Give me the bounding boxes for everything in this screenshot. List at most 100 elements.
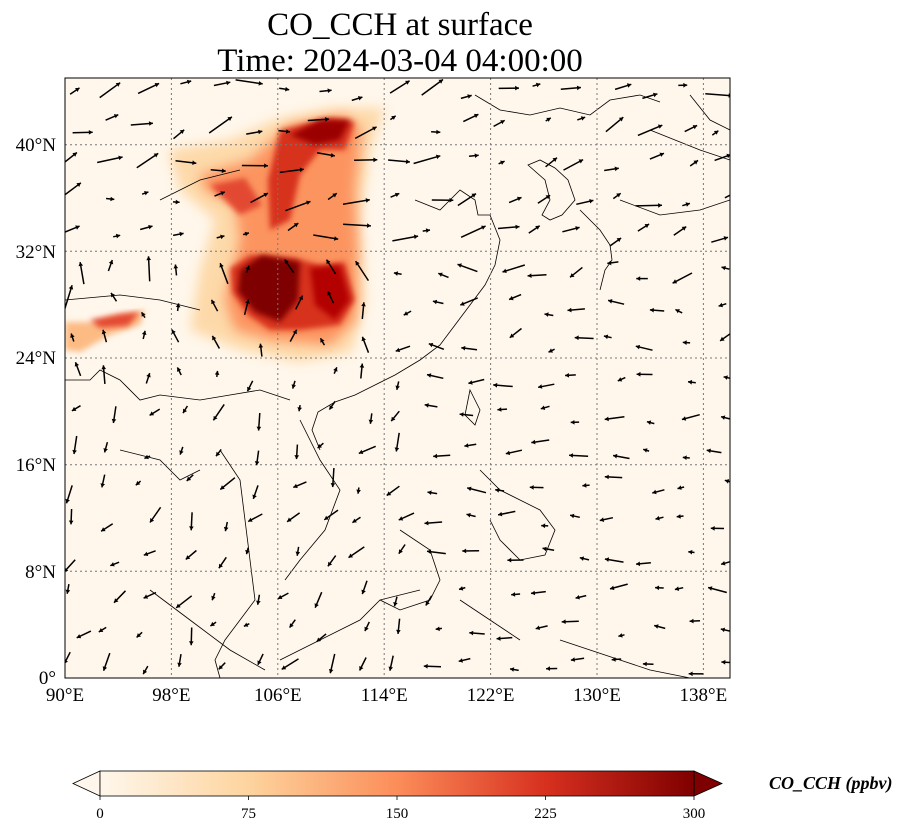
wind-arrow-head [493,382,498,388]
wind-arrow-head [329,405,334,410]
wind-arrow-head [74,362,79,367]
wind-arrow-head [213,415,218,421]
wind-arrow-head [327,561,333,567]
wind-arrow-head [721,659,726,665]
wind-arrow-head [391,416,396,422]
wind-arrow-head [177,367,182,372]
wind-arrow-head [186,476,192,481]
wind-arrow-head [101,329,107,335]
wind-arrow-head [546,117,551,122]
wind-arrow-head [578,159,584,164]
wind-arrow-head [604,474,609,480]
wind-arrow-head [177,662,182,667]
wind-arrow-head [614,166,619,172]
wind-arrow-head [405,159,410,164]
wind-arrow-head [68,285,74,290]
wind-arrow-head [616,238,622,243]
wind-arrow-head [306,200,311,205]
wind-arrow-head [298,295,303,301]
wind-arrow-head [682,340,687,345]
wind-arrow-head [474,113,479,119]
colorbar-tick-label: 300 [683,806,706,822]
wind-arrow-head [674,586,680,591]
wind-arrow-head [183,408,187,414]
wind-arrow-head [227,116,232,121]
wind-arrow-head [146,373,151,378]
wind-arrow-head [731,192,736,196]
colorbar-tick-label: 225 [534,806,557,822]
y-axis-ticks: 0° 8°N 16°N 24°N 32°N 40°N [16,135,57,689]
wind-arrow-head [135,480,141,486]
map-title-line1: CO_CCH at surface [267,7,533,43]
y-tick-label: 32°N [16,242,57,263]
wind-arrow-head [658,203,662,208]
wind-arrow-head [328,669,334,674]
wind-arrow-head [438,272,443,277]
wind-arrow [343,223,371,227]
wind-arrow-head [245,299,250,304]
gridlines [65,78,730,678]
wind-arrow-head [393,271,399,276]
wind-arrow-head [216,451,221,457]
wind-arrow-head [616,193,621,198]
wind-arrow-head [256,426,262,431]
wind-arrow [354,260,370,282]
wind-arrow-head [144,454,149,460]
wind-arrow-head [570,273,575,278]
wind-arrow-head [226,80,231,86]
wind-arrow-head [115,82,121,87]
wind-arrow-head [683,82,688,88]
wind-arrow-head [88,130,93,135]
wind-arrow-head [569,453,573,458]
wind-arrow-head [405,80,410,85]
wind-arrow-head [424,520,429,526]
wind-arrow-head [359,666,364,671]
wind-arrow-head [497,407,502,412]
wind-arrow-head [653,92,658,98]
wind-arrow-head [285,86,290,92]
wind-arrow-head [299,167,304,173]
wind-arrow-head [394,192,400,198]
wind-arrow-head [545,195,551,200]
wind-arrow-head [263,192,268,197]
wind-arrow-head [327,291,332,296]
wind-arrow-head [103,448,108,453]
wind-arrow-head [388,666,393,671]
wind-arrow-head [98,628,104,632]
wind-arrow-head [413,234,419,240]
wind-arrow-head [544,312,549,317]
wind-arrow-head [220,485,225,490]
wind-arrow-head [688,549,693,555]
wind-arrow [705,93,730,97]
wind-arrow-head [372,126,377,131]
wind-arrow-head [423,663,428,669]
wind-arrow-head [424,403,429,408]
wind-arrow-head [65,567,69,572]
wind-arrow-head [294,455,300,460]
wind-arrow-head [509,333,515,338]
wind-arrow-head [220,191,225,196]
wind-arrow-head [459,412,464,417]
wind-arrow-head [102,666,108,671]
wind-arrow-head [721,265,726,271]
wind-arrow-head [150,518,155,523]
wind-arrow-head [435,626,440,632]
wind-arrow-head [541,523,546,529]
wind-arrow-head [111,292,116,298]
wind-arrow [147,256,151,282]
wind-arrow-head [685,202,690,207]
wind-arrow [99,82,121,99]
wind-arrow-head [148,224,153,230]
wind-arrow-head [469,630,474,636]
wind-arrow-head [496,636,501,641]
wind-arrow-head [708,586,713,591]
wind-arrow-head [675,309,680,314]
wind-arrow-head [561,619,566,624]
wind-arrow [279,168,304,174]
wind-arrow-head [500,160,505,165]
wind-arrow-head [579,556,585,561]
wind-arrow-head [348,553,353,558]
wind-arrow-head [211,595,216,601]
y-tick-label: 8°N [25,562,56,583]
wind-arrow-head [189,526,194,531]
